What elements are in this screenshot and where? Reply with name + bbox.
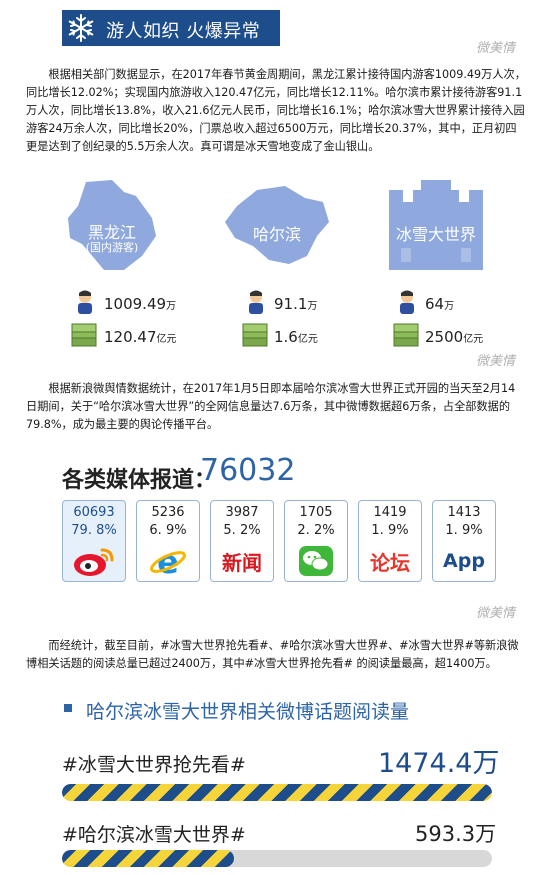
revenue-value: 120.47 — [104, 328, 157, 346]
money-icon — [393, 323, 419, 347]
media-card-wechat: 1705 2. 2% — [284, 500, 348, 582]
person-icon — [249, 290, 263, 314]
media-card-count: 60693 — [73, 505, 115, 520]
media-total-label: 各类媒体报道： — [62, 468, 217, 493]
news-icon: 新闻 — [222, 550, 262, 575]
topic-value-1: 1474.4万 — [378, 748, 500, 779]
media-total-value: 76032 — [200, 453, 296, 488]
person-icon — [78, 290, 92, 314]
visitors-value: 64 — [425, 295, 445, 313]
media-card-percent: 6. 9% — [149, 523, 187, 538]
media-card-percent: 1. 9% — [445, 523, 483, 538]
ie-browser-icon: e — [149, 544, 187, 578]
revenue-unit: 亿元 — [297, 334, 318, 345]
person-icon — [400, 290, 414, 314]
harbin-map-shape — [225, 186, 329, 264]
media-card-weibo: 60693 79. 8% — [62, 500, 126, 582]
region-label-ice-world: 冰雪大世界 — [395, 225, 476, 244]
visitors-unit: 万 — [166, 301, 177, 312]
revenue-heilongjiang: 120.47亿元 — [104, 328, 177, 346]
money-icon — [242, 323, 268, 347]
heilongjiang-map-shape — [68, 180, 156, 270]
revenue-ice-world: 2500亿元 — [425, 328, 483, 346]
topic-bar-fill-1 — [62, 784, 492, 801]
media-card-count: 5236 — [151, 505, 185, 520]
topic-bar-track-2 — [62, 850, 492, 867]
visitors-unit: 万 — [444, 301, 455, 312]
media-card-count: 3987 — [225, 505, 259, 520]
media-card-percent: 2. 2% — [297, 523, 335, 538]
forum-icon: 论坛 — [370, 550, 410, 575]
visitors-value: 1009.49 — [104, 295, 167, 313]
revenue-value: 2500 — [425, 328, 464, 346]
topic-name-2: #哈尔滨冰雪大世界# — [62, 824, 246, 846]
media-card-count: 1705 — [299, 505, 333, 520]
watermark: 微美情 — [476, 354, 516, 369]
revenue-unit: 亿元 — [156, 334, 177, 345]
topic-name-1: #冰雪大世界抢先看# — [62, 754, 246, 776]
visitors-unit: 万 — [307, 301, 318, 312]
visitors-heilongjiang: 1009.49万 — [104, 295, 176, 313]
topic-bar-track-1 — [62, 784, 492, 801]
media-card-percent: 1. 9% — [371, 523, 409, 538]
bullet-square-icon — [64, 704, 72, 712]
visitors-ice-world: 64万 — [425, 295, 454, 313]
media-card-percent: 79. 8% — [71, 523, 117, 538]
money-icon — [71, 323, 97, 347]
watermark: 微美情 — [476, 41, 516, 56]
watermark: 微美情 — [476, 606, 516, 621]
header-title: 游人如织 火爆异常 — [106, 21, 261, 42]
media-card-percent: 5. 2% — [223, 523, 261, 538]
visitors-value: 91.1 — [274, 295, 308, 313]
region-label-harbin: 哈尔滨 — [252, 225, 301, 244]
region-sublabel-heilongjiang: (国内游客) — [85, 241, 139, 254]
ice-castle-shape — [389, 180, 483, 270]
topic-bar-fill-2 — [62, 850, 234, 867]
revenue-unit: 亿元 — [463, 334, 484, 345]
media-paragraph: 根据新浪微舆情数据统计，在2017年1月5日即本届哈尔滨冰雪大世界正式开园的当天… — [26, 382, 516, 431]
media-card-news: 3987 5. 2% 新闻 — [210, 500, 274, 582]
revenue-value: 1.6 — [274, 328, 298, 346]
media-card-forum: 1419 1. 9% 论坛 — [358, 500, 422, 582]
media-card-count: 1413 — [447, 505, 481, 520]
weibo-icon — [74, 548, 114, 576]
visitors-harbin: 91.1万 — [274, 295, 317, 313]
topic-value-2: 593.3万 — [415, 822, 497, 846]
wechat-icon — [299, 546, 333, 576]
region-label-heilongjiang: 黑龙江 — [87, 223, 136, 242]
topics-paragraph: 而经统计，截至目前，#冰雪大世界抢先看#、#哈尔滨冰雪大世界#、#冰雪大世界#等… — [26, 639, 519, 670]
media-card-app: 1413 1. 9% App — [432, 500, 496, 582]
topics-section-title: 哈尔滨冰雪大世界相关微博话题阅读量 — [86, 701, 410, 723]
media-card-web: 5236 6. 9% e — [136, 500, 200, 582]
snowflake-icon — [68, 14, 94, 42]
media-card-count: 1419 — [373, 505, 407, 520]
revenue-harbin: 1.6亿元 — [274, 328, 318, 346]
header-banner: 游人如织 火爆异常 — [62, 10, 280, 46]
app-icon: App — [443, 550, 485, 572]
intro-paragraph: 根据相关部门数据显示，在2017年春节黄金周期间，黑龙江累计接待国内游客1009… — [26, 68, 526, 153]
